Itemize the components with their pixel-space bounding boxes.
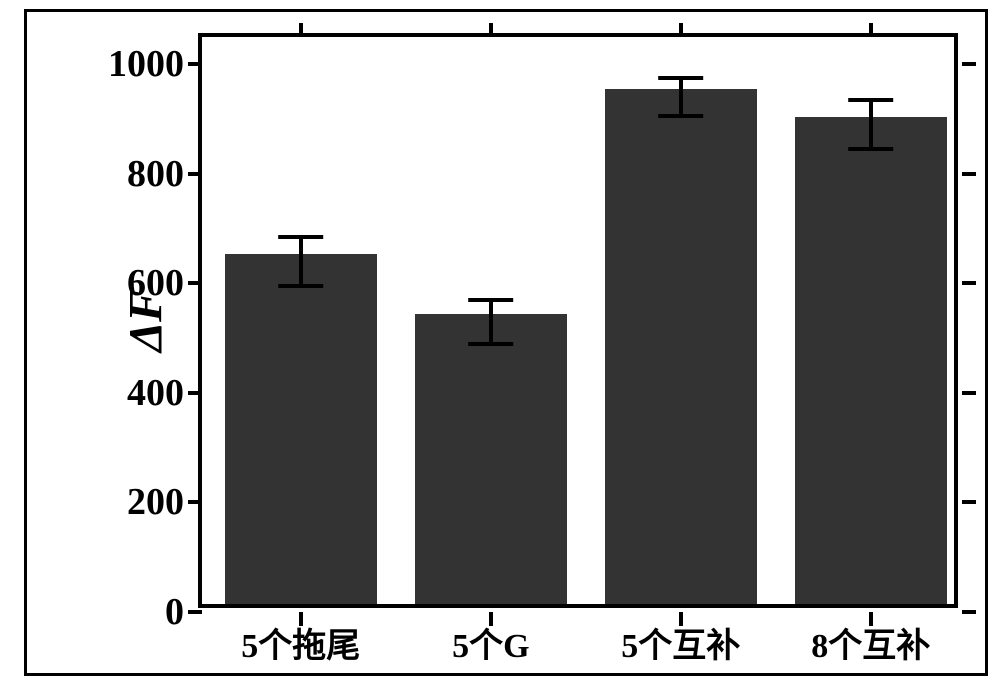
x-tick-label: 5个G xyxy=(452,618,529,667)
y-tick-label: 800 xyxy=(127,152,184,196)
y-tick-mark xyxy=(962,62,976,66)
y-tick-mark xyxy=(188,610,202,614)
y-tick-label: 200 xyxy=(127,480,184,524)
x-tick-label: 5个互补 xyxy=(621,618,740,667)
bar xyxy=(415,314,567,604)
bar xyxy=(795,117,947,604)
y-tick-label: 1000 xyxy=(108,42,184,86)
y-tick-mark xyxy=(188,500,202,504)
x-tick-mark xyxy=(489,23,493,37)
plot-area: ΔF 020040060080010005个拖尾5个G5个互补8个互补 xyxy=(198,33,958,608)
y-tick-label: 600 xyxy=(127,261,184,305)
y-tick-mark xyxy=(962,281,976,285)
y-tick-mark xyxy=(962,172,976,176)
x-tick-mark xyxy=(869,23,873,37)
y-tick-mark xyxy=(188,172,202,176)
y-tick-mark xyxy=(188,391,202,395)
x-tick-mark xyxy=(679,23,683,37)
y-tick-mark xyxy=(188,62,202,66)
x-tick-mark xyxy=(299,23,303,37)
y-tick-label: 400 xyxy=(127,371,184,415)
y-tick-mark xyxy=(962,500,976,504)
x-tick-label: 5个拖尾 xyxy=(241,618,360,667)
y-tick-mark xyxy=(188,281,202,285)
x-tick-label: 8个互补 xyxy=(811,618,930,667)
y-tick-label: 0 xyxy=(165,590,184,634)
y-tick-mark xyxy=(962,391,976,395)
bar xyxy=(605,89,757,604)
figure-root: ΔF 020040060080010005个拖尾5个G5个互补8个互补 xyxy=(0,0,1000,688)
y-tick-mark xyxy=(962,610,976,614)
bar xyxy=(225,254,377,604)
